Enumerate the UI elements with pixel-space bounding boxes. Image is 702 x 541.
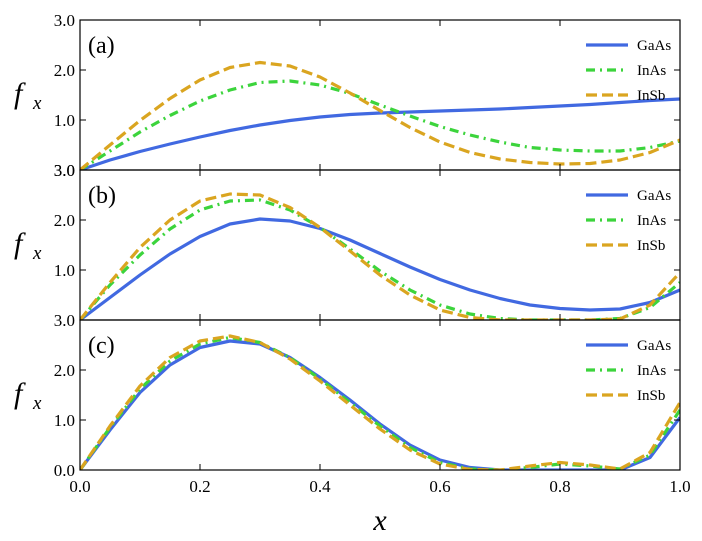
y-axis-label-subscript: x — [32, 243, 42, 264]
legend-label-gaas: GaAs — [637, 338, 671, 354]
legend-label-inas: InAs — [637, 213, 666, 229]
panel-c: 0.0 1.0 2.0 0.0 0.2 0.4 0.6 0.8 1.0 (c) f x GaAs InAs… — [14, 319, 691, 496]
x-axis-label: x — [372, 504, 387, 537]
series-line-inas-1 — [80, 198, 680, 320]
panel-label: (b) — [88, 183, 116, 209]
y-tick-label: 3.0 — [54, 11, 75, 30]
legend-label-insb: InSb — [637, 238, 665, 254]
panel-b: 3.0 1.0 2.0 3.0 (b) f x GaAs InAs InSb — [14, 161, 681, 330]
y-tick-label: 1.0 — [54, 111, 75, 130]
series-line-insb-0 — [80, 60, 680, 170]
legend-label-inas: InAs — [637, 63, 666, 79]
series-line-gaas-2 — [80, 339, 680, 470]
x-tick-label: 0.0 — [69, 477, 90, 496]
y-axis-label: f — [14, 227, 26, 260]
legend-label-gaas: GaAs — [637, 38, 671, 54]
legend-label-insb: InSb — [637, 88, 665, 104]
legend: GaAs InAs InSb — [586, 338, 671, 404]
y-tick-label: 0.0 — [54, 461, 75, 480]
y-axis-label: f — [14, 77, 26, 110]
y-tick-label: 3.0 — [54, 311, 75, 330]
y-tick-label: 2.0 — [54, 361, 75, 380]
legend: GaAs InAs InSb — [586, 38, 671, 104]
y-tick-label: 2.0 — [54, 61, 75, 80]
legend: GaAs InAs InSb — [586, 188, 671, 254]
y-axis-label-subscript: x — [32, 93, 42, 114]
x-tick-label: 0.8 — [549, 477, 570, 496]
panel-label: (c) — [88, 333, 115, 359]
panel-label: (a) — [88, 33, 115, 59]
y-tick-label: 2.0 — [54, 211, 75, 230]
x-tick-label: 0.6 — [429, 477, 450, 496]
x-tick-label: 0.4 — [309, 477, 331, 496]
series-line-inas-0 — [80, 79, 680, 170]
y-tick-label: 3.0 — [54, 161, 75, 180]
series-line-insb-2 — [80, 334, 680, 470]
y-tick-label: 1.0 — [54, 411, 75, 430]
axes-frame — [79, 319, 681, 471]
legend-label-insb: InSb — [637, 388, 665, 404]
panel-a: 3.0 1.0 2.0 3.0 (a) f x GaAs InAs InSb — [14, 11, 681, 180]
series-line-insb-1 — [80, 192, 680, 320]
y-axis-label-subscript: x — [32, 393, 42, 414]
series-line-gaas-0 — [80, 97, 680, 170]
legend-label-gaas: GaAs — [637, 188, 671, 204]
y-axis-label: f — [14, 377, 26, 410]
y-tick-label: 3.0 — [54, 161, 75, 180]
y-tick-label: 1.0 — [54, 261, 75, 280]
x-tick-label: 0.2 — [189, 477, 210, 496]
legend-label-inas: InAs — [637, 363, 666, 379]
series-line-gaas-1 — [80, 217, 680, 320]
x-tick-label: 1.0 — [669, 477, 690, 496]
